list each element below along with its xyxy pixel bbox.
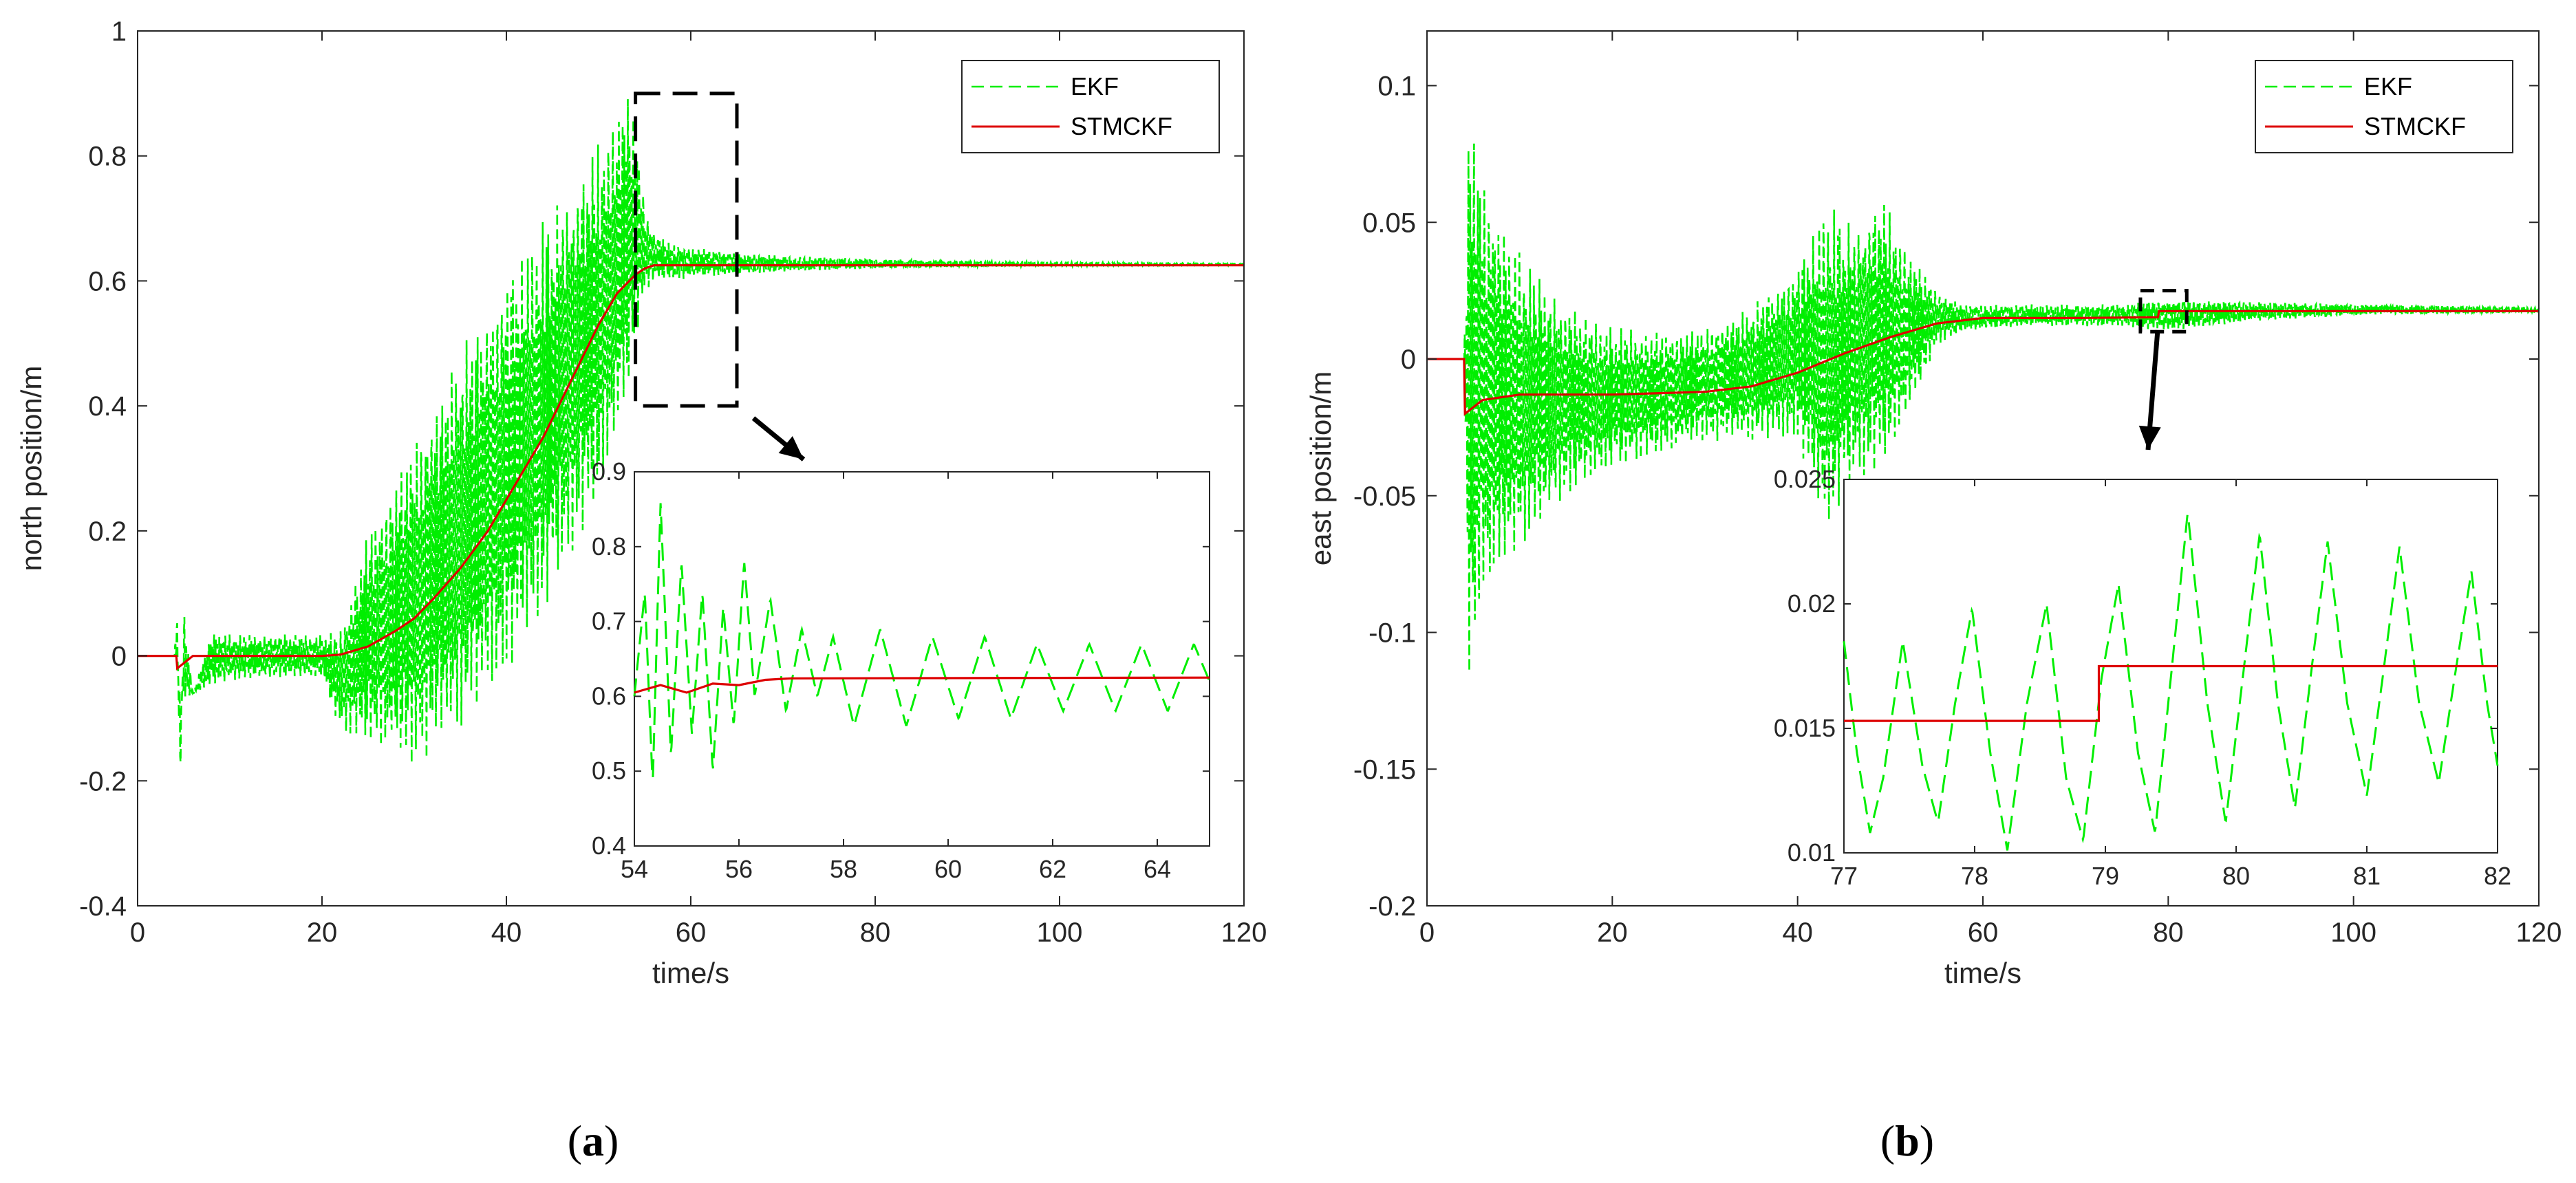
- legend-box: [961, 60, 1220, 153]
- zoom-arrow-b: [2138, 329, 2161, 451]
- inset-ekf-line: [633, 503, 1211, 779]
- inset-x-tick-label: 60: [934, 855, 962, 883]
- inset-x-tick-label: 54: [621, 855, 648, 883]
- x-tick-label: 0: [1419, 918, 1435, 948]
- zoom-arrow-a: [751, 416, 806, 462]
- y-axis-label-b: east position/m: [1305, 371, 1337, 565]
- inset-y-tick-label: 0.5: [592, 757, 626, 785]
- inset-x-tick-label: 82: [2484, 862, 2511, 890]
- y-tick-label: -0.1: [1368, 618, 1416, 649]
- y-tick-label: 0: [111, 642, 127, 672]
- caption-b-close: ): [1920, 1116, 1934, 1165]
- y-tick-label: -0.15: [1353, 755, 1416, 785]
- y-tick-label: 1: [111, 17, 127, 47]
- inset-frame: [634, 471, 1210, 847]
- inset-x-tick-label: 78: [1961, 862, 1988, 890]
- inset-y-tick-label: 0.4: [592, 832, 626, 860]
- y-tick-label: 0.8: [88, 142, 127, 172]
- ekf-line: [1427, 143, 2540, 672]
- x-tick-label: 60: [1968, 918, 1999, 948]
- x-tick-label: 80: [2153, 918, 2184, 948]
- ekf-series-b: [1427, 143, 2540, 672]
- x-tick-label: 40: [491, 918, 522, 948]
- legend-label: EKF: [1071, 72, 1119, 100]
- caption-a: (a): [568, 1116, 619, 1165]
- y-axis-label-a: north position/m: [15, 366, 47, 572]
- inset-stmckf-line: [1844, 664, 2498, 722]
- y-tick-label: 0.6: [88, 266, 127, 296]
- y-tick-label: -0.2: [1368, 891, 1416, 922]
- y-tick-label: 0.05: [1362, 208, 1416, 238]
- zoom-box-a: [634, 91, 739, 408]
- inset-y-tick-label: 0.8: [592, 532, 626, 561]
- inset-y-tick-label: 0.7: [592, 607, 626, 636]
- zoom-box-b: [2138, 289, 2189, 334]
- caption-b: (b): [1880, 1116, 1934, 1165]
- ekf-line: [138, 99, 1245, 763]
- x-axis-label-a: time/s: [652, 957, 729, 989]
- caption-b-open: (: [1880, 1116, 1895, 1165]
- panel-a: 0 20 40 60 80 100 120 -0.4 -0.2 0 0.2 0.4 0.6 0.8 1 54…: [15, 17, 1267, 1165]
- x-tick-label: 80: [860, 918, 891, 948]
- y-tick-label: 0.1: [1377, 72, 1416, 102]
- x-tick-label: 100: [1037, 918, 1083, 948]
- inset-x-tick-label: 81: [2353, 862, 2381, 890]
- panel-b: 0 20 40 60 80 100 120 -0.2 -0.15 -0.1 -0.05 0 0.05 0.…: [1305, 30, 2562, 1165]
- inset-y-tick-label: 0.015: [1774, 714, 1836, 742]
- stmckf-series-b: [1427, 310, 2539, 416]
- arrow-head: [2138, 425, 2161, 450]
- y-tick-label: 0.4: [88, 391, 127, 422]
- inset-stmckf-line: [634, 676, 1210, 694]
- x-tick-label: 60: [676, 918, 707, 948]
- caption-b-letter: b: [1895, 1116, 1920, 1165]
- inset-x-tick-label: 79: [2092, 862, 2119, 890]
- y-tick-label: 0: [1401, 345, 1416, 375]
- ticks-b: 0 20 40 60 80 100 120 -0.2 -0.15 -0.1 -0.05 0 0.05 0.…: [1353, 31, 2562, 948]
- caption-a-open: (: [568, 1116, 582, 1165]
- x-tick-label: 100: [2330, 918, 2376, 948]
- y-tick-label: -0.2: [79, 766, 127, 796]
- x-tick-label: 40: [1782, 918, 1813, 948]
- ticks-a: 0 20 40 60 80 100 120 -0.4 -0.2 0 0.2 0.4 0.6 0.8 1: [79, 17, 1267, 948]
- arrow-head: [778, 436, 804, 459]
- y-tick-label: -0.05: [1353, 481, 1416, 512]
- x-axis-label-b: time/s: [1944, 957, 2021, 989]
- inset-x-tick-label: 77: [1830, 862, 1858, 890]
- inset-y-tick-label: 0.9: [592, 457, 626, 486]
- stmckf-series-a: [138, 264, 1244, 671]
- inset-x-tick-label: 80: [2222, 862, 2250, 890]
- inset-y-tick-label: 0.01: [1788, 838, 1836, 867]
- inset-y-tick-label: 0.02: [1788, 589, 1836, 618]
- legend-a: EKF STMCKF: [961, 60, 1220, 153]
- stmckf-line: [1427, 310, 2539, 416]
- inset-y-tick-label: 0.025: [1774, 465, 1836, 493]
- legend-label: EKF: [2364, 72, 2412, 100]
- legend-b: EKF STMCKF: [2255, 60, 2513, 153]
- x-tick-label: 0: [130, 918, 145, 948]
- legend-box: [2255, 60, 2513, 153]
- inset-ekf-line: [1843, 510, 2499, 851]
- x-tick-label: 20: [1597, 918, 1628, 948]
- y-tick-label: 0.2: [88, 517, 127, 547]
- x-tick-label: 120: [1221, 918, 1267, 948]
- caption-a-letter: a: [582, 1116, 604, 1165]
- inset-b: 77 78 79 80 81 82 0.01 0.015 0.02 0.025: [1774, 465, 2511, 890]
- inset-x-tick-label: 62: [1039, 855, 1066, 883]
- x-tick-label: 20: [307, 918, 338, 948]
- inset-y-tick-label: 0.6: [592, 682, 626, 710]
- caption-a-close: ): [604, 1116, 619, 1165]
- inset-x-tick-label: 64: [1144, 855, 1171, 883]
- ekf-series-a: [138, 99, 1245, 763]
- inset-x-tick-label: 56: [725, 855, 753, 883]
- stmckf-line: [138, 264, 1244, 671]
- y-tick-label: -0.4: [79, 891, 127, 922]
- legend-label: STMCKF: [1071, 112, 1172, 140]
- inset-x-tick-label: 58: [830, 855, 857, 883]
- x-tick-label: 120: [2516, 918, 2562, 948]
- inset-a: 54 56 58 60 62 64 0.4 0.5 0.6 0.7 0.8 0.9: [592, 457, 1211, 883]
- legend-label: STMCKF: [2364, 112, 2466, 140]
